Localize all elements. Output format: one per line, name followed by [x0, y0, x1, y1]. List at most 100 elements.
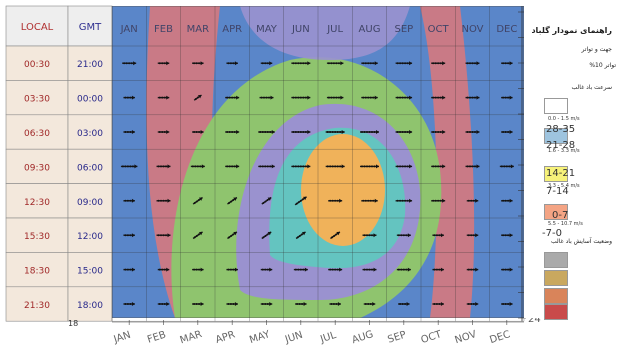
legend-frequency: تواتر 10% — [589, 62, 616, 69]
zone-red-right — [420, 6, 475, 318]
wind-glyph — [291, 95, 311, 100]
gmt-time-label: 21:00 — [77, 60, 103, 70]
wind-glyph — [260, 267, 273, 272]
speed-swatch-3 — [544, 166, 568, 182]
wind-glyph — [293, 267, 308, 272]
month-axis-label: JUL — [318, 330, 338, 346]
wind-glyph — [330, 231, 341, 240]
wind-glyph — [157, 95, 170, 100]
wind-glyph — [395, 164, 413, 169]
wind-glyph — [123, 302, 135, 306]
local-time-label: 06:30 — [24, 129, 50, 139]
wind-glyph — [360, 130, 379, 134]
wind-glyph — [192, 130, 204, 134]
overlay-number-5: 0-7 — [552, 210, 569, 221]
wind-glyph — [291, 164, 311, 169]
wind-glyph — [362, 267, 377, 272]
wind-glyph — [325, 130, 345, 134]
legend-speed-title: سرعت باد غالب — [571, 84, 612, 91]
wind-glyph — [260, 61, 273, 66]
month-header-label: JUL — [326, 24, 343, 35]
month-header-label: APR — [222, 24, 242, 35]
wind-glyph — [260, 302, 273, 306]
wind-glyph — [120, 164, 138, 169]
wind-glyph — [123, 267, 135, 272]
gmt-time-label: 09:00 — [77, 198, 103, 208]
overlay-number-2: 21-28 — [546, 140, 576, 151]
wind-glyph — [501, 198, 513, 203]
hour-tick-label: 24 — [528, 314, 541, 325]
legend-comfort-title: وضعیت آسایش باد غالب — [550, 238, 612, 245]
wind-glyph — [465, 61, 480, 66]
wind-glyph — [326, 61, 344, 66]
month-axis-label: JAN — [112, 330, 133, 346]
month-axis-label: SEP — [386, 330, 407, 346]
wind-glyph — [466, 267, 479, 272]
month-header-label: NOV — [461, 24, 483, 35]
wind-glyph — [192, 231, 203, 240]
gmt-time-label: 06:00 — [77, 163, 103, 173]
wind-glyph — [225, 95, 240, 100]
local-cell — [5, 286, 69, 322]
wind-glyph — [431, 164, 446, 169]
speed-swatch-1 — [544, 98, 568, 114]
wind-glyph — [466, 302, 479, 306]
zone-purple-cap — [240, 6, 410, 60]
wind-glyph — [295, 231, 306, 240]
wind-glyph — [361, 198, 378, 203]
month-axis-label: MAY — [248, 329, 272, 346]
wind-glyph — [192, 267, 204, 272]
wind-glyph — [295, 302, 307, 306]
wind-glyph — [466, 233, 479, 238]
wind-glyph — [329, 302, 341, 306]
wind-glyph — [192, 196, 203, 205]
wind-glyph — [432, 233, 444, 238]
gmt-cell — [67, 286, 113, 322]
gmt-time-label: 00:00 — [77, 95, 103, 105]
wind-glyph — [432, 267, 444, 272]
comfort-swatch-1 — [544, 252, 568, 268]
month-header-label: JUN — [291, 24, 310, 35]
wind-glyph — [156, 164, 171, 169]
local-time-label: 15:30 — [24, 232, 50, 242]
month-header-label: DEC — [496, 24, 517, 35]
wind-glyph — [466, 198, 479, 203]
wind-glyph — [395, 198, 413, 203]
wind-glyph — [226, 61, 238, 66]
local-cell — [5, 114, 69, 150]
wind-glyph — [123, 198, 135, 203]
wind-glyph — [123, 130, 135, 134]
wind-glyph — [325, 164, 345, 169]
wind-glyph — [362, 233, 377, 238]
legend-subtitle: جهت و تواتر — [581, 46, 613, 53]
local-time-label: 03:30 — [24, 95, 50, 105]
wind-glyph — [294, 196, 307, 206]
wind-glyph — [192, 61, 204, 66]
wind-glyph — [227, 231, 238, 240]
gmt-time-label: 15:00 — [77, 267, 103, 277]
wind-glyph — [431, 95, 446, 100]
wind-glyph — [499, 164, 514, 169]
grid-lines — [111, 6, 525, 322]
wind-glyph — [258, 130, 275, 134]
overlay-number-3: 14-21 — [546, 168, 576, 179]
gmt-cell — [67, 45, 113, 81]
local-time-label: 12:30 — [24, 198, 50, 208]
wind-glyph — [396, 233, 411, 238]
comfort-swatch-4 — [544, 304, 568, 320]
local-header: LOCAL — [21, 22, 54, 33]
wind-glyph — [431, 198, 446, 203]
wind-glyph — [431, 61, 446, 66]
overlay-number-6: -7-0 — [542, 228, 562, 239]
wind-glyph — [361, 61, 378, 66]
wind-glyph — [258, 164, 275, 169]
month-header-label: MAY — [256, 24, 278, 35]
wind-glyph — [156, 198, 171, 203]
month-header-label: SEP — [394, 24, 413, 35]
gmt-cell — [67, 252, 113, 288]
wind-glyph — [501, 130, 513, 134]
zone-orange-core — [301, 134, 385, 246]
month-header-label: FEB — [154, 24, 173, 35]
local-cell — [5, 183, 69, 219]
